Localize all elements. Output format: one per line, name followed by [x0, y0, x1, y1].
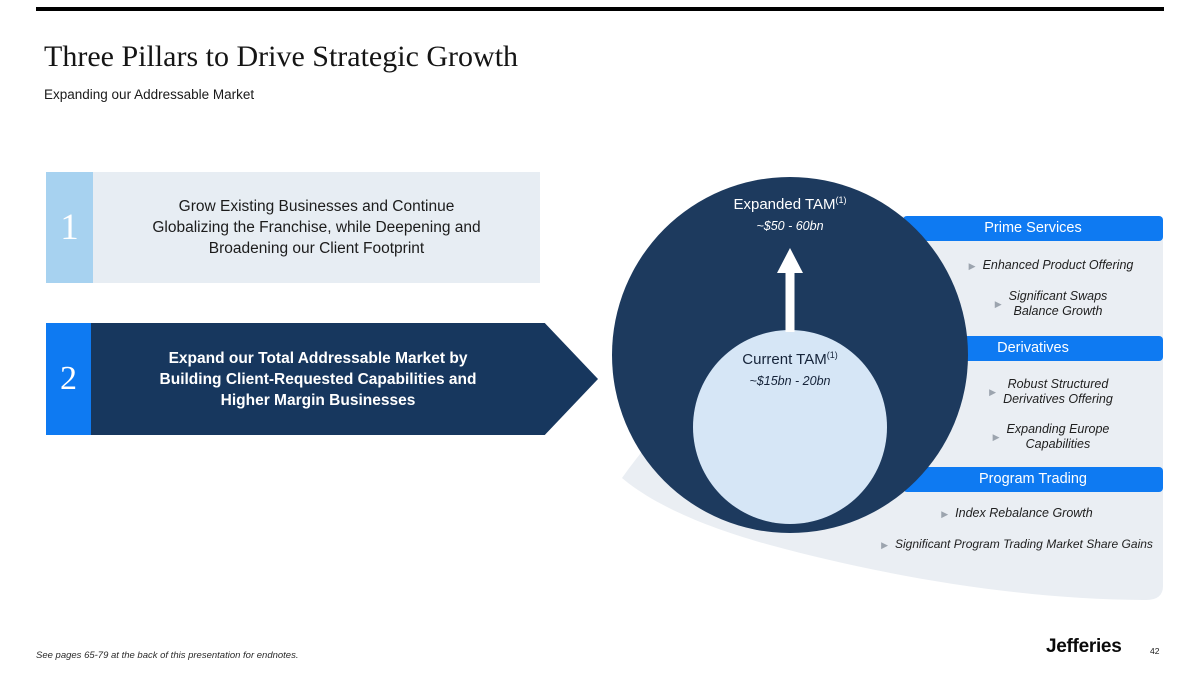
expanded-tam-label: Expanded TAM(1) [733, 195, 846, 213]
up-arrow-icon [777, 248, 803, 332]
expanded-tam-label-text: Expanded TAM [733, 196, 836, 213]
pillar-2-number: 2 [46, 323, 91, 435]
footnote-ref: (1) [826, 350, 838, 360]
bullet-row: ▶ Significant Swaps Balance Growth [935, 288, 1167, 320]
page-title: Three Pillars to Drive Strategic Growth [44, 40, 519, 73]
endnote-footnote: See pages 65-79 at the back of this pres… [36, 650, 299, 661]
section-header-program-trading: Program Trading [903, 467, 1163, 492]
bullet-line: Significant Swaps [1008, 288, 1108, 303]
current-tam-label-text: Current TAM [742, 351, 827, 368]
pillar-1-text: Grow Existing Businesses and Continue Gl… [93, 172, 540, 283]
bullet-text: Significant Swaps Balance Growth [1009, 289, 1108, 320]
pillar-1-number: 1 [46, 172, 93, 283]
pillar-2-line: Higher Margin Businesses [220, 391, 416, 409]
play-bullet-icon: ▶ [941, 508, 949, 519]
pillar-1-line: Grow Existing Businesses and Continue [178, 198, 455, 215]
bullet-line: Derivatives Offering [1003, 392, 1113, 406]
bullet-text: Index Rebalance Growth [955, 506, 1093, 521]
play-bullet-icon: ▶ [989, 386, 997, 397]
bullet-line: Robust Structured [1007, 376, 1109, 391]
bullet-row: ▶ Enhanced Product Offering [935, 254, 1167, 278]
pillar-2-arrow-banner: Expand our Total Addressable Market by B… [91, 323, 598, 435]
jefferies-logo: Jefferies [1046, 636, 1122, 657]
current-tam-circle [693, 330, 887, 524]
bullet-text: Significant Program Trading Market Share… [895, 537, 1153, 552]
bullet-row: ▶ Robust Structured Derivatives Offering [935, 376, 1167, 408]
pillar-1-line: Globalizing the Franchise, while Deepeni… [152, 219, 481, 236]
pillar-1-line: Broadening our Client Footprint [208, 240, 425, 257]
bullet-line: Capabilities [1025, 437, 1091, 451]
current-tam-label: Current TAM(1) [742, 350, 837, 368]
bullet-text: Expanding Europe Capabilities [1007, 422, 1110, 453]
current-tam-value: ~$15bn - 20bn [749, 374, 831, 388]
footnote-ref: (1) [835, 195, 847, 205]
play-bullet-icon: ▶ [881, 539, 889, 550]
play-bullet-icon: ▶ [968, 260, 976, 271]
play-bullet-icon: ▶ [994, 298, 1002, 309]
play-bullet-icon: ▶ [992, 431, 1000, 442]
bullet-line: Expanding Europe [1006, 421, 1110, 436]
expanded-tam-value: ~$50 - 60bn [756, 219, 824, 233]
bullet-line: Balance Growth [1013, 304, 1103, 318]
bullet-row: ▶ Expanding Europe Capabilities [935, 421, 1167, 453]
pillar-2-line: Expand our Total Addressable Market by [168, 349, 468, 367]
top-rule [36, 7, 1164, 11]
page-subtitle: Expanding our Addressable Market [44, 87, 255, 102]
pillar-2-line: Building Client-Requested Capabilities a… [159, 370, 477, 388]
bullet-row: ▶ Significant Program Trading Market Sha… [878, 533, 1156, 557]
page-number: 42 [1150, 646, 1160, 656]
bullet-row: ▶ Index Rebalance Growth [878, 502, 1156, 526]
bullet-text: Enhanced Product Offering [982, 258, 1134, 273]
bullet-text: Robust Structured Derivatives Offering [1003, 377, 1113, 408]
section-header-prime-services: Prime Services [903, 216, 1163, 241]
